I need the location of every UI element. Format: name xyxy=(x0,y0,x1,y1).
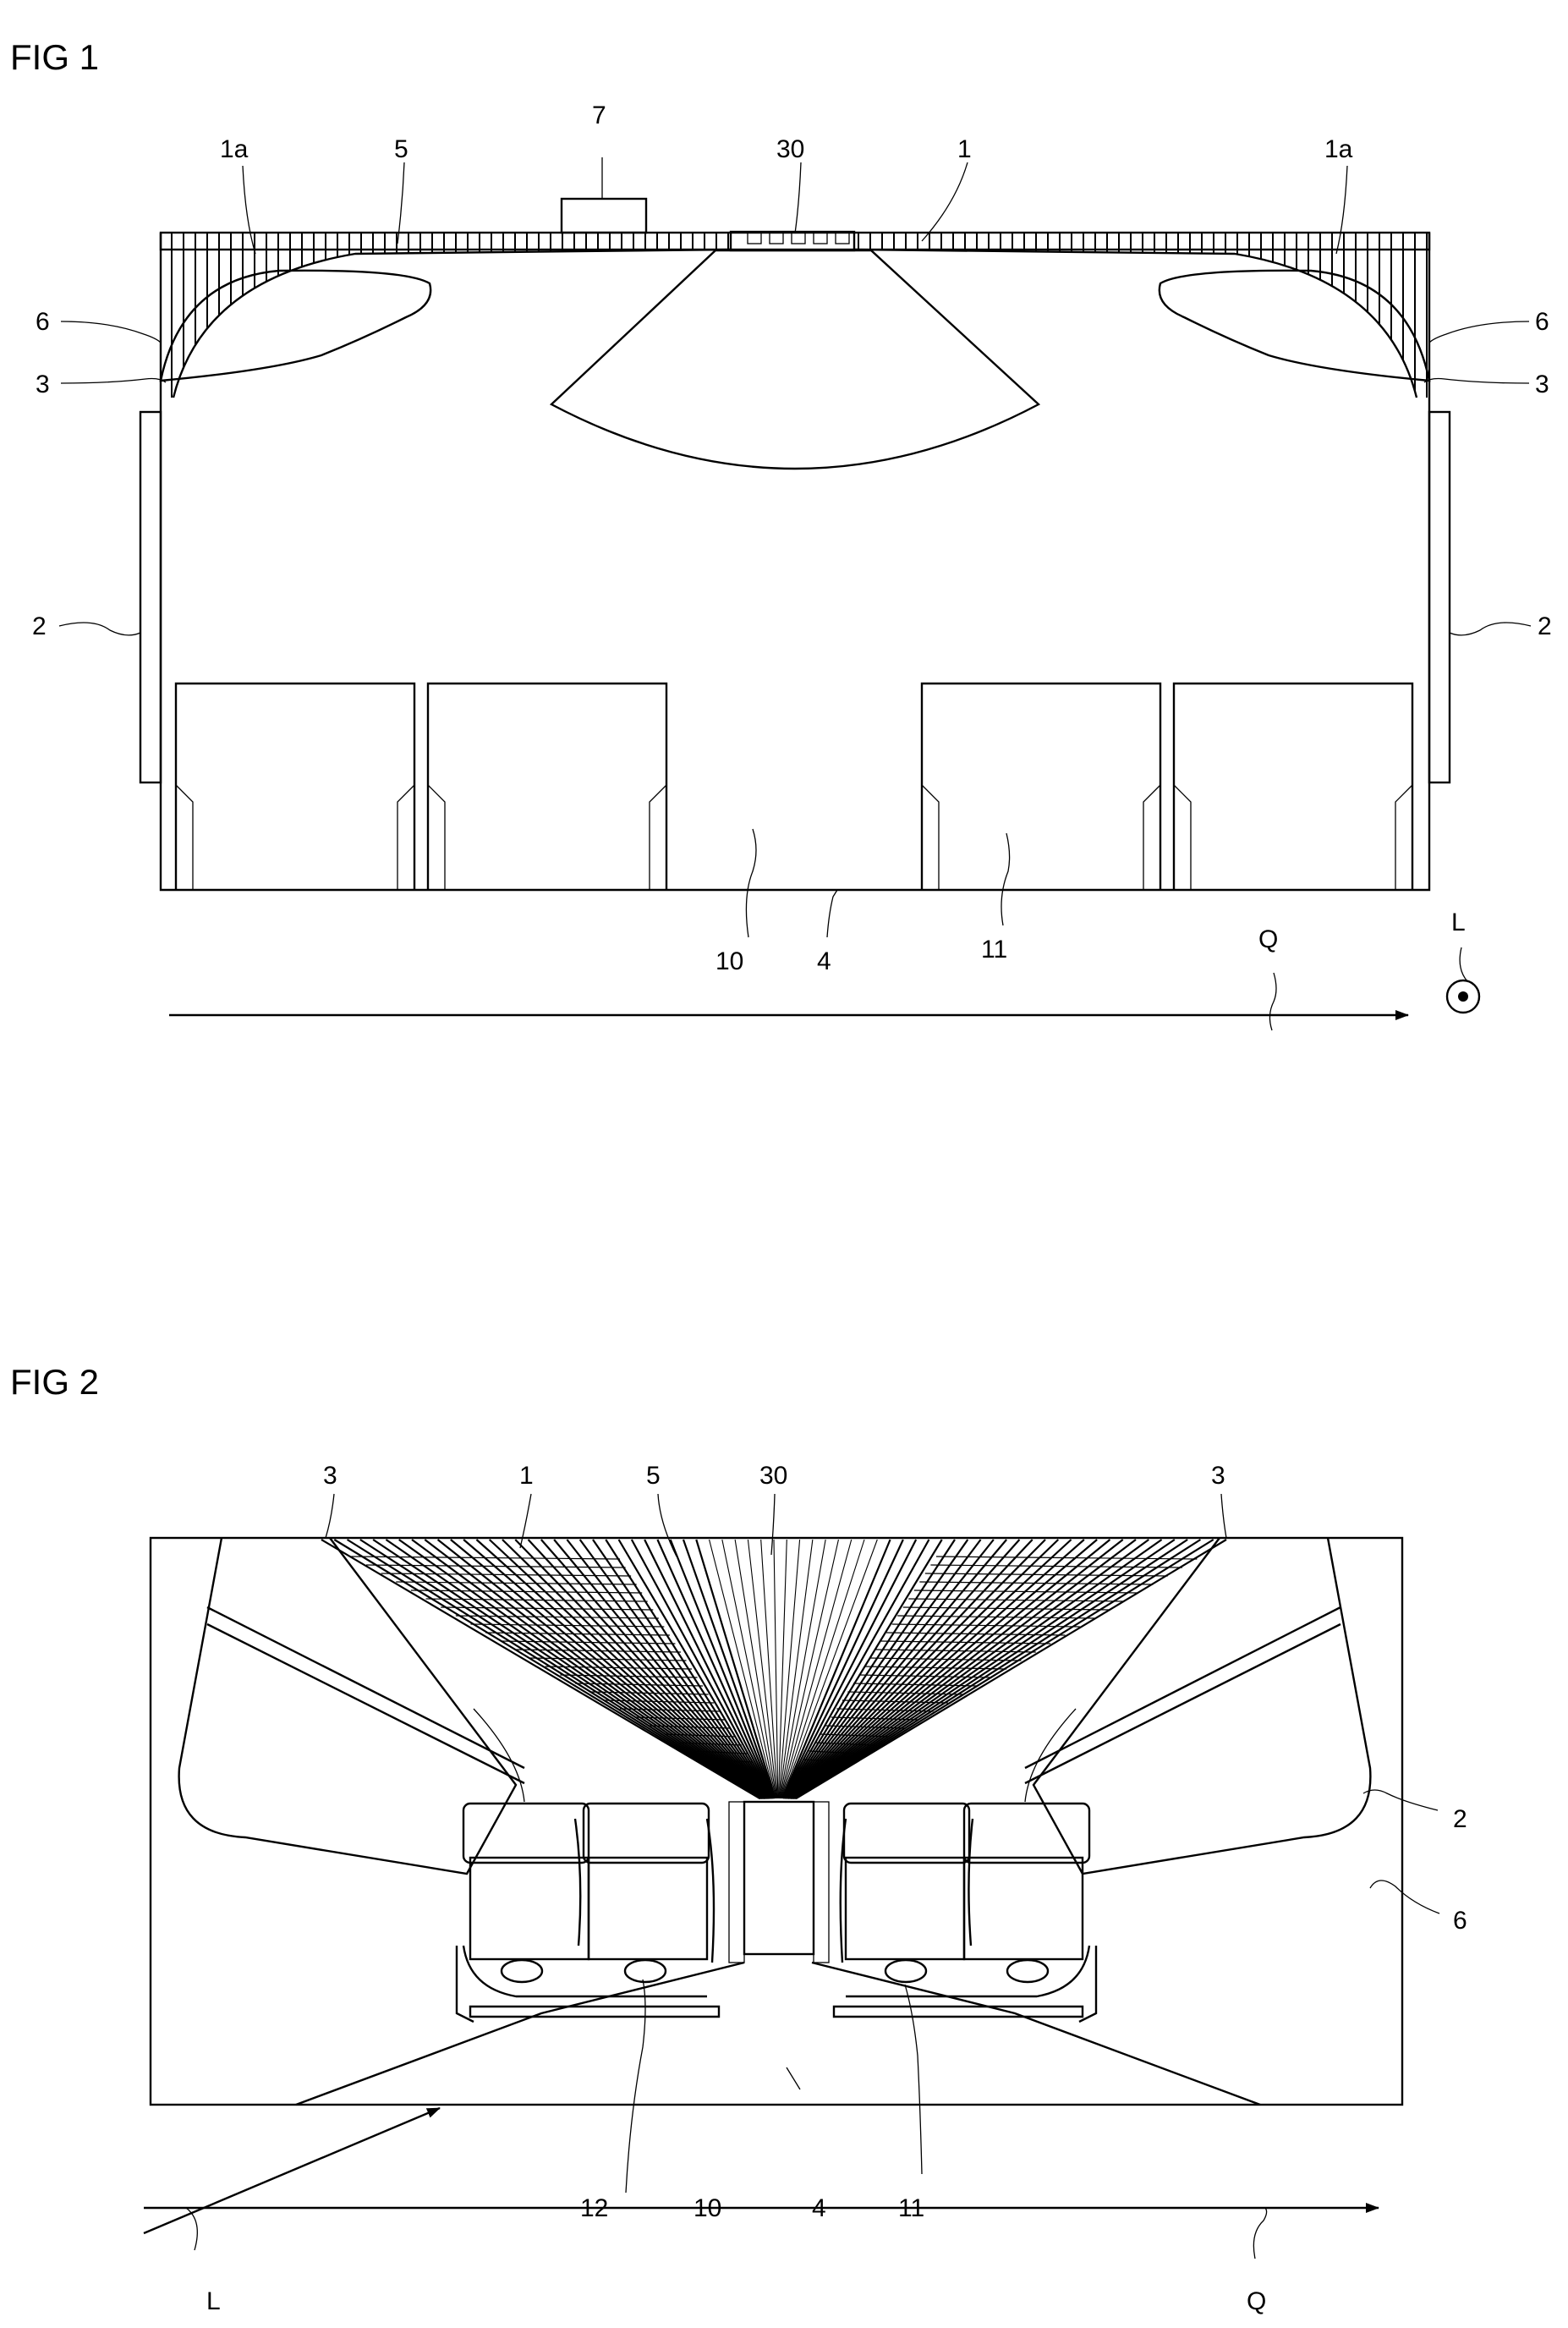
fig2-label-12: 12 xyxy=(580,2194,608,2222)
fig1-leader-lines xyxy=(59,157,1531,1030)
fig2-right-wall-panel-2 xyxy=(1033,1538,1370,1874)
fig1-label-6-left: 6 xyxy=(36,308,50,336)
seat-left-inner xyxy=(428,684,666,890)
fig1-label-6-right: 6 xyxy=(1535,308,1549,336)
ceiling-band xyxy=(161,233,1429,398)
fig2-seats-left xyxy=(457,1804,719,2022)
fig2-label-1: 1 xyxy=(519,1462,534,1490)
seat-left-outer xyxy=(176,684,414,890)
central-light-lobe xyxy=(551,250,1039,469)
figure-1-title: FIG 1 xyxy=(10,37,99,77)
seat-right-outer xyxy=(1174,684,1412,890)
fig2-label-3-right: 3 xyxy=(1211,1462,1225,1490)
fig2-end-door xyxy=(744,1802,814,1954)
component-7 xyxy=(562,199,646,233)
fig2-ceiling-light-rays-1 xyxy=(321,1540,1226,1798)
connector-30 xyxy=(731,232,854,250)
fig1-label-30: 30 xyxy=(776,135,804,163)
fig1-label-10: 10 xyxy=(715,947,743,975)
fig2-label-3-left: 3 xyxy=(323,1462,337,1490)
fig1-label-1a-left: 1a xyxy=(220,135,249,163)
fig1-label-7: 7 xyxy=(592,102,606,129)
fig2-label-l: L xyxy=(206,2287,221,2315)
fig2-label-6: 6 xyxy=(1453,1907,1467,1935)
fig2-frame xyxy=(151,1538,1402,2105)
fig2-seats-right xyxy=(834,1804,1096,2022)
seat-right-inner xyxy=(922,684,1160,890)
fig1-label-2-left: 2 xyxy=(32,612,47,640)
fig1-label-5: 5 xyxy=(394,135,408,163)
fig2-aisle-floor xyxy=(296,1963,1260,2105)
fig1-label-3-left: 3 xyxy=(36,371,50,398)
fig1-label-1: 1 xyxy=(957,135,972,163)
left-side-wall-2 xyxy=(140,412,161,782)
fig1-label-11: 11 xyxy=(981,936,1007,964)
right-side-wall-2 xyxy=(1429,412,1450,782)
fig2-label-10: 10 xyxy=(694,2194,721,2222)
fig1-label-4: 4 xyxy=(817,947,831,975)
fig2-door-frame-right xyxy=(814,1802,829,1963)
fig2-label-5: 5 xyxy=(646,1462,661,1490)
figure-2-title: FIG 2 xyxy=(10,1362,99,1402)
fig2-label-4: 4 xyxy=(812,2194,826,2222)
seats xyxy=(176,684,1412,890)
figure-1: FIG 1 xyxy=(10,37,1552,1030)
car-body-outline xyxy=(161,398,1429,890)
fig1-label-l: L xyxy=(1451,909,1466,936)
fig2-label-2: 2 xyxy=(1453,1805,1467,1833)
fig1-label-2-right: 2 xyxy=(1538,612,1552,640)
longitudinal-axis-l-symbol xyxy=(1447,980,1479,1013)
fig2-left-wall-panel xyxy=(179,1538,516,1874)
figure-2: FIG 2 xyxy=(10,1362,1467,2315)
fig1-label-q: Q xyxy=(1258,925,1278,953)
fig2-door-frame-left xyxy=(729,1802,744,1963)
fig2-longitudinal-axis-l-arrow xyxy=(144,2108,440,2233)
fig2-label-30: 30 xyxy=(759,1462,787,1490)
fig2-label-q: Q xyxy=(1247,2287,1266,2315)
fig1-label-1a-right: 1a xyxy=(1324,135,1353,163)
fig1-label-3-right: 3 xyxy=(1535,371,1549,398)
fig2-label-11: 11 xyxy=(898,2194,924,2222)
